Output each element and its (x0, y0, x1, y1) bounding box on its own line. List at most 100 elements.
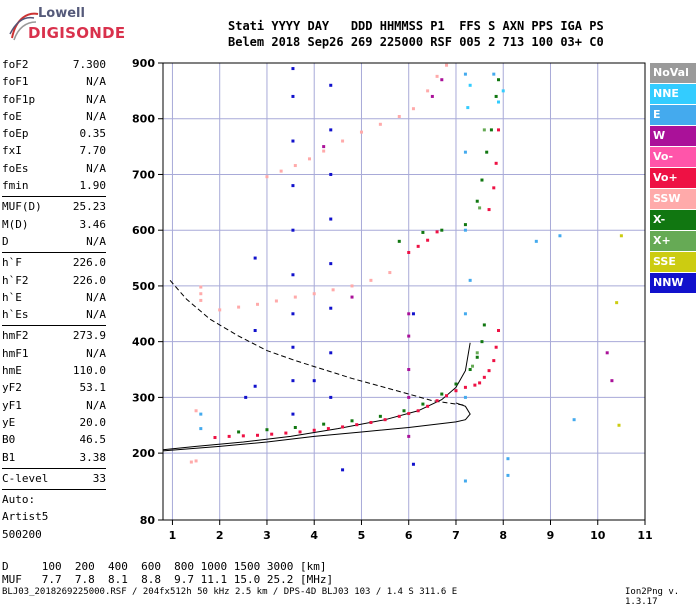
echo-point-x (475, 199, 479, 203)
echo-point-ssw (279, 169, 283, 173)
logo-line2: DIGISONDE (28, 24, 126, 42)
param-value: 3.46 (79, 217, 107, 231)
param-name: foEs (2, 161, 29, 175)
param-name: h`Es (2, 308, 29, 322)
param-name: MUF(D) (2, 200, 42, 214)
param-name: foEp (2, 127, 29, 141)
echo-point-w (605, 351, 609, 355)
param-value: 273.9 (72, 329, 106, 343)
echo-point-vo (494, 161, 498, 165)
param-name: yF2 (2, 381, 22, 395)
echo-point-x (463, 223, 467, 227)
echo-point-x (485, 150, 489, 154)
y-tick-label: 400 (132, 336, 155, 349)
echo-point-x (480, 178, 484, 182)
echo-point-x (468, 368, 472, 372)
param-value: 7.300 (72, 58, 106, 71)
echo-point-x (265, 428, 269, 432)
echo-point-x (482, 323, 486, 327)
x-tick-label: 5 (358, 529, 366, 542)
param-value: N/A (86, 234, 106, 248)
param-row: yF2 53.1 (2, 379, 106, 396)
param-value: N/A (86, 290, 106, 304)
param-value: 53.1 (79, 381, 107, 395)
echo-point-e (199, 412, 203, 416)
echo-point-vo (463, 385, 467, 389)
legend-item-vo: Vo+ (650, 168, 696, 188)
echo-point-vo (227, 434, 231, 438)
param-value: N/A (86, 398, 106, 412)
echo-point-nne (497, 100, 501, 104)
echo-point-x (322, 422, 326, 426)
legend-item-nne: NNE (650, 84, 696, 104)
echo-point-nnw (253, 329, 257, 333)
echo-point-w (407, 368, 411, 372)
echo-point-x (454, 382, 458, 386)
echo-point-vo (497, 128, 501, 132)
echo-point-nnw (291, 412, 295, 416)
param-name: M(D) (2, 217, 29, 231)
param-value: 33 (92, 471, 106, 485)
echo-point-ssw (237, 305, 241, 309)
autoscale-line: 500200 (2, 527, 42, 541)
param-name: hmE (2, 364, 22, 378)
x-tick-label: 9 (547, 529, 555, 542)
echo-point-e (506, 457, 510, 461)
echo-point-x (237, 430, 241, 434)
echo-point-vo (435, 399, 439, 403)
param-name: h`E (2, 290, 22, 304)
param-row: MUF(D) 25.23 (2, 198, 106, 215)
echo-point-nne (466, 106, 470, 110)
param-name: foF1p (2, 92, 36, 106)
param-separator (2, 489, 106, 491)
echo-point-ssw (189, 460, 193, 464)
param-separator (2, 325, 106, 327)
echo-point-x (350, 419, 354, 423)
echo-point-ssw (199, 292, 203, 296)
echo-point-ssw (411, 107, 415, 111)
x-tick-label: 4 (310, 529, 318, 542)
echo-point-vo (383, 418, 387, 422)
logo: Lowell DIGISONDE (8, 6, 158, 46)
echo-point-nnw (291, 312, 295, 316)
param-value: 110.0 (72, 364, 106, 378)
echo-point-x (397, 239, 401, 243)
y-tick-label: 200 (132, 447, 155, 460)
plot-frame (162, 62, 646, 521)
echo-point-x (475, 355, 479, 359)
param-value: 0.35 (79, 127, 107, 141)
y-tick-label: 600 (132, 224, 155, 237)
param-name: yF1 (2, 398, 22, 412)
param-value: N/A (86, 75, 106, 89)
echo-point-vo (473, 383, 477, 387)
echo-point-x (482, 128, 486, 132)
echo-point-vo (397, 414, 401, 418)
echo-point-nnw (291, 379, 295, 383)
y-tick-label: 900 (132, 57, 155, 70)
echo-point-vo (416, 244, 420, 248)
x-tick-label: 7 (452, 529, 460, 542)
header-row-labels: Stati YYYY DAY DDD HHMMSS P1 FFS S AXN P… (228, 19, 604, 33)
echo-point-x (421, 230, 425, 234)
muf-frequency-row: MUF 7.7 7.8 8.1 8.8 9.7 11.1 15.0 25.2 [… (2, 573, 334, 586)
echo-point-vo (487, 208, 491, 212)
x-tick-label: 8 (499, 529, 507, 542)
echo-point-nnw (253, 384, 257, 388)
echo-point-ssw (359, 130, 363, 134)
echo-point-ssw (426, 89, 430, 93)
echo-point-vo (416, 409, 420, 413)
param-value: N/A (86, 161, 106, 175)
param-row: hmF1 N/A (2, 345, 106, 362)
echo-point-x (475, 351, 479, 355)
echo-point-vo (326, 427, 330, 431)
param-row: yF1 N/A (2, 397, 106, 414)
echo-point-vo (487, 369, 491, 373)
echo-point-nnw (329, 351, 333, 355)
param-row: B0 46.5 (2, 431, 106, 448)
param-row: hmF2 273.9 (2, 327, 106, 344)
echo-point-nnw (329, 262, 333, 266)
echo-point-w (407, 434, 411, 438)
x-tick-label: 10 (590, 529, 606, 542)
echo-point-vo (341, 425, 345, 429)
echo-point-ssw (435, 74, 439, 78)
